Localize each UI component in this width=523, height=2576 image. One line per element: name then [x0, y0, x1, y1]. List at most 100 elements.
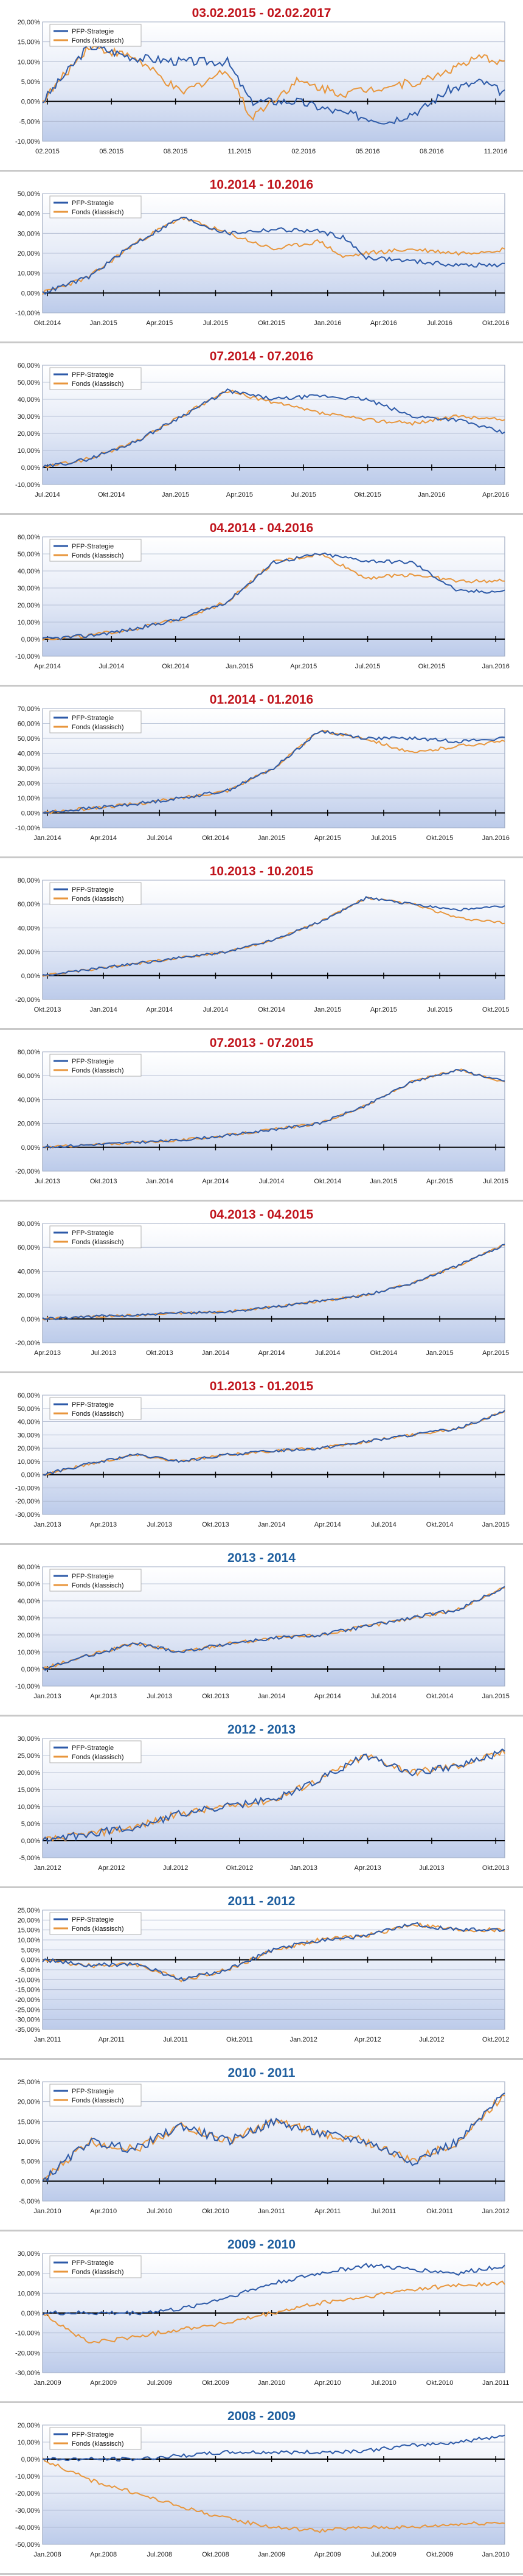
chart-title: 04.2013 - 04.2015 [209, 1208, 314, 1222]
y-tick-label: 30,00% [18, 1432, 41, 1439]
y-tick-label: 0,00% [21, 2178, 40, 2185]
y-tick-label: 60,00% [18, 901, 41, 908]
y-tick-label: 25,00% [18, 2079, 41, 2086]
x-tick-label: Jan.2012 [33, 1864, 61, 1872]
x-tick-label: Jan.2015 [258, 835, 285, 842]
x-tick-label: Jul.2014 [371, 1521, 397, 1528]
x-tick-label: Okt.2014 [426, 1693, 454, 1700]
x-tick-label: Jul.2013 [147, 1693, 173, 1700]
x-tick-label: 08.2016 [420, 148, 444, 155]
x-tick-label: Okt.2014 [314, 1178, 341, 1185]
x-tick-label: Okt.2013 [482, 1864, 510, 1872]
chart-panel: 04.2013 - 04.2015 80,00% 60,00% 40,00% 20,00… [0, 1202, 523, 1373]
y-tick-label: 80,00% [18, 877, 41, 884]
x-tick-label: Apr.2016 [370, 320, 397, 327]
x-tick-label: Jul.2015 [427, 1006, 452, 1013]
y-tick-label: 0,00% [21, 1957, 40, 1964]
legend-label-pfp: PFP-Strategie [72, 2431, 114, 2438]
series-line-pfp [42, 1244, 505, 1320]
panel-separator [0, 170, 523, 172]
x-tick-label: Apr.2008 [90, 2551, 117, 2558]
line-chart: 25,00% 20,00% 15,00% 10,00% 5,00% 0,00% -5,00%… [18, 2079, 510, 2215]
y-tick-label: 0,00% [21, 973, 40, 980]
y-tick-label: 30,00% [18, 765, 41, 772]
y-tick-label: 20,00% [18, 949, 41, 956]
legend-label-fonds: Fonds (klassisch) [72, 552, 124, 559]
y-tick-label: -30,00% [15, 1511, 40, 1519]
x-tick-label: Okt.2014 [370, 1349, 398, 1357]
y-tick-label: 0,00% [21, 2310, 40, 2317]
x-tick-label: Okt.2015 [482, 1006, 510, 1013]
y-tick-label: 0,00% [21, 1838, 40, 1845]
y-tick-label: 0,00% [21, 1144, 40, 1152]
x-tick-label: Jan.2009 [258, 2551, 285, 2558]
x-tick-label: Apr.2010 [90, 2208, 117, 2215]
x-tick-label: Jan.2013 [290, 1864, 317, 1872]
y-tick-label: 20,00% [18, 780, 41, 788]
y-tick-label: 10,00% [18, 619, 41, 626]
y-tick-label: 20,00% [18, 1917, 41, 1924]
y-tick-label: -30,00% [15, 2507, 40, 2515]
panel-separator [0, 1715, 523, 1717]
y-tick-label: 30,00% [18, 585, 41, 592]
y-tick-label: 10,00% [18, 270, 41, 278]
y-tick-label: -10,00% [15, 825, 40, 832]
x-tick-label: Okt.2009 [426, 2551, 454, 2558]
y-tick-label: 10,00% [18, 447, 41, 455]
x-tick-label: Jan.2010 [33, 2208, 61, 2215]
chart-title: 07.2014 - 07.2016 [209, 349, 314, 363]
legend [49, 1912, 142, 1935]
panel-separator [0, 1543, 523, 1545]
legend-label-pfp: PFP-Strategie [72, 1058, 114, 1065]
y-tick-label: 20,00% [18, 1445, 41, 1452]
legend-label-pfp: PFP-Strategie [72, 1401, 114, 1409]
panel-separator [0, 2058, 523, 2060]
legend-label-pfp: PFP-Strategie [72, 1230, 114, 1237]
x-tick-label: 08.2015 [164, 148, 188, 155]
y-tick-label: 15,00% [18, 1927, 41, 1934]
legend-label-pfp: PFP-Strategie [72, 1745, 114, 1752]
series-line-pfp [42, 1410, 505, 1476]
chart-panel: 2011 - 2012 25,00% 20,00% 15,00% 10,00% 5,00%… [0, 1888, 523, 2060]
legend [49, 2427, 142, 2450]
y-tick-label: -20,00% [15, 1340, 40, 1347]
y-tick-label: 40,00% [18, 1419, 41, 1426]
x-tick-label: Jan.2014 [90, 1006, 117, 1013]
y-tick-label: 30,00% [18, 1615, 41, 1622]
x-tick-label: Okt.2010 [426, 2379, 454, 2387]
chart-title: 10.2013 - 10.2015 [209, 864, 314, 878]
legend-label-fonds: Fonds (klassisch) [72, 1925, 124, 1933]
x-tick-label: Okt.2015 [258, 320, 285, 327]
x-tick-label: Okt.2012 [226, 1864, 254, 1872]
series-line-pfp [42, 1586, 505, 1671]
x-tick-label: Jan.2011 [482, 2379, 509, 2387]
x-tick-label: Okt.2014 [98, 491, 125, 499]
y-tick-label: 60,00% [18, 534, 41, 541]
y-tick-label: -10,00% [15, 310, 40, 317]
y-tick-label: 20,00% [18, 602, 41, 609]
x-tick-label: 11.2016 [484, 148, 508, 155]
x-tick-label: Jul.2013 [35, 1178, 60, 1185]
legend [49, 1569, 142, 1592]
legend [49, 24, 142, 47]
y-tick-label: 60,00% [18, 1073, 41, 1080]
y-tick-label: 20,00% [18, 2422, 41, 2429]
y-tick-label: 10,00% [18, 1937, 41, 1944]
series-line-pfp [42, 1068, 505, 1149]
chart-panel: 2008 - 2009 20,00% 10,00% 0,00% -10,00% -20,0… [0, 2403, 523, 2575]
x-tick-label: Jul.2015 [203, 320, 229, 327]
line-chart: 80,00% 60,00% 40,00% 20,00% 0,00% -20,00% Apr.… [15, 1220, 509, 1357]
panel-separator [0, 856, 523, 858]
chart-panel: 04.2014 - 04.2016 60,00% 50,00% 40,00% 30,00… [0, 515, 523, 687]
chart-title: 01.2014 - 01.2016 [209, 693, 314, 707]
x-tick-label: Okt.2013 [146, 1349, 173, 1357]
legend [49, 882, 142, 905]
legend-label-fonds: Fonds (klassisch) [72, 895, 124, 903]
line-chart: 70,00% 60,00% 50,00% 40,00% 30,00% 20,00% 10,0… [15, 705, 510, 842]
y-tick-label: -10,00% [15, 481, 40, 489]
chart-panel: 07.2013 - 07.2015 80,00% 60,00% 40,00% 20,00… [0, 1030, 523, 1202]
x-tick-label: Okt.2011 [226, 2036, 253, 2043]
x-tick-label: Apr.2013 [355, 1864, 381, 1872]
y-tick-label: -30,00% [15, 2370, 40, 2377]
y-tick-label: -25,00% [15, 2006, 40, 2014]
